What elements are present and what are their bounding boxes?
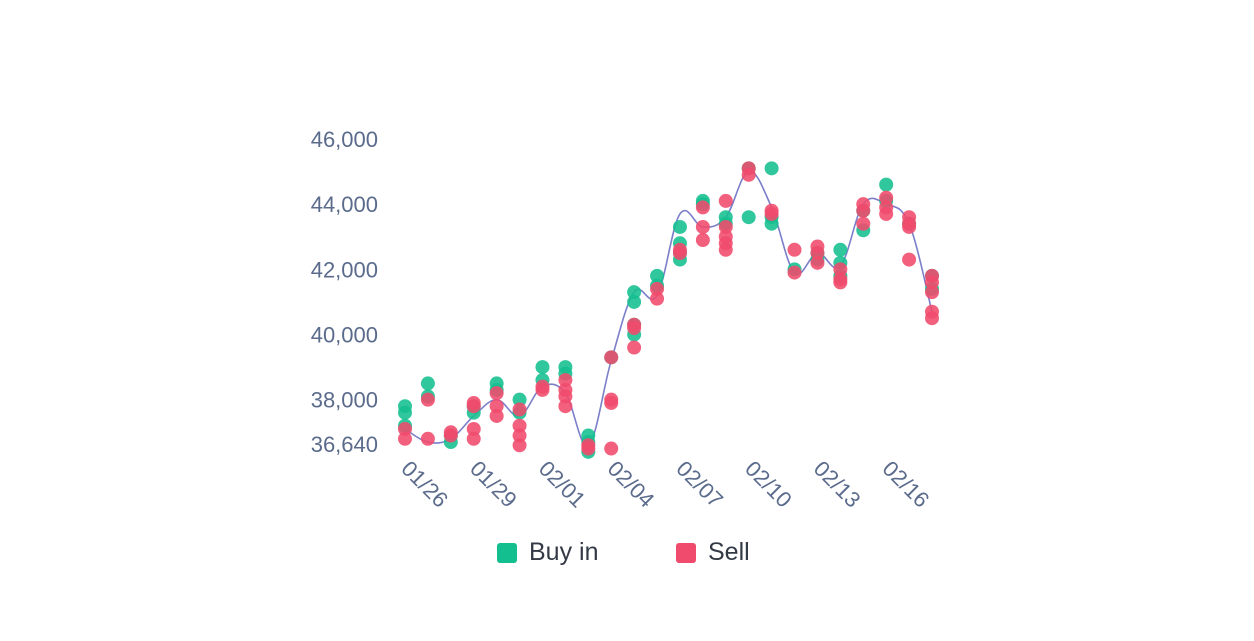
sell-point[interactable] bbox=[810, 255, 825, 270]
sell-point[interactable] bbox=[398, 431, 412, 446]
sell-point[interactable] bbox=[925, 311, 939, 326]
sell-point[interactable] bbox=[695, 233, 710, 248]
y-tick-label: 36,640 bbox=[311, 432, 378, 457]
sell-point[interactable] bbox=[650, 281, 665, 296]
sell-point[interactable] bbox=[489, 399, 504, 414]
sell-point[interactable] bbox=[787, 265, 802, 280]
buy-point[interactable] bbox=[741, 210, 756, 225]
legend-item-sell[interactable]: Sell bbox=[676, 538, 750, 567]
sell-point[interactable] bbox=[558, 399, 573, 414]
chart-legend: Buy in Sell bbox=[0, 538, 1254, 578]
sell-point[interactable] bbox=[512, 438, 527, 453]
buy-point[interactable] bbox=[627, 294, 642, 309]
sell-point[interactable] bbox=[787, 242, 802, 257]
sell-point[interactable] bbox=[489, 386, 504, 401]
buy-point[interactable] bbox=[672, 219, 687, 234]
sell-point[interactable] bbox=[627, 320, 642, 335]
x-tick-label: 02/16 bbox=[878, 456, 935, 513]
sell-point[interactable] bbox=[466, 422, 481, 437]
buy-point[interactable] bbox=[764, 161, 779, 176]
x-tick-label: 01/26 bbox=[396, 456, 453, 513]
trend-line bbox=[404, 170, 933, 447]
buy-point[interactable] bbox=[764, 216, 779, 231]
sell-point[interactable] bbox=[833, 275, 848, 290]
x-tick-label: 01/29 bbox=[465, 456, 522, 513]
sell-point[interactable] bbox=[420, 431, 435, 446]
sell-point[interactable] bbox=[466, 431, 481, 446]
buy-point[interactable] bbox=[535, 360, 550, 375]
buy-point[interactable] bbox=[581, 428, 596, 443]
buy-point[interactable] bbox=[833, 242, 848, 257]
sell-point[interactable] bbox=[627, 340, 642, 355]
sell-point[interactable] bbox=[879, 190, 894, 205]
buy-point[interactable] bbox=[650, 268, 665, 283]
y-tick-label: 40,000 bbox=[311, 323, 378, 348]
sell-point[interactable] bbox=[581, 441, 596, 456]
sell-point[interactable] bbox=[718, 193, 733, 208]
sell-point[interactable] bbox=[512, 402, 527, 417]
buy-point[interactable] bbox=[420, 376, 435, 391]
sell-point[interactable] bbox=[398, 422, 412, 437]
sell-point[interactable] bbox=[718, 219, 733, 234]
sell-point[interactable] bbox=[695, 219, 710, 234]
buy-swatch-icon bbox=[497, 542, 517, 563]
data-points bbox=[398, 161, 939, 459]
y-tick-label: 38,000 bbox=[311, 388, 378, 413]
sell-point[interactable] bbox=[695, 200, 710, 215]
y-tick-label: 46,000 bbox=[311, 127, 378, 152]
buy-point[interactable] bbox=[398, 405, 412, 420]
sell-point[interactable] bbox=[489, 408, 504, 423]
sell-point[interactable] bbox=[512, 418, 527, 433]
sell-point[interactable] bbox=[512, 428, 527, 443]
legend-label-sell: Sell bbox=[708, 538, 750, 566]
sell-point[interactable] bbox=[558, 389, 573, 404]
sell-point[interactable] bbox=[902, 219, 917, 234]
x-axis-ticks: 01/26 01/29 02/01 02/04 02/07 02/10 02/13 02/16 bbox=[396, 456, 934, 513]
y-tick-label: 42,000 bbox=[311, 257, 378, 282]
x-tick-label: 02/07 bbox=[671, 456, 728, 513]
sell-point[interactable] bbox=[650, 291, 665, 306]
sell-point[interactable] bbox=[764, 206, 779, 221]
buy-point[interactable] bbox=[512, 392, 527, 407]
sell-point[interactable] bbox=[672, 242, 687, 257]
x-tick-label: 02/04 bbox=[603, 456, 660, 513]
sell-point[interactable] bbox=[879, 206, 894, 221]
sell-point[interactable] bbox=[810, 246, 825, 261]
sell-point[interactable] bbox=[535, 382, 550, 397]
sell-point[interactable] bbox=[558, 373, 573, 388]
price-trend-line bbox=[404, 170, 933, 447]
buy-point[interactable] bbox=[879, 177, 894, 192]
sell-point[interactable] bbox=[925, 275, 939, 290]
sell-point[interactable] bbox=[856, 216, 871, 231]
sell-point[interactable] bbox=[902, 252, 917, 267]
sell-point[interactable] bbox=[741, 167, 756, 182]
sell-point[interactable] bbox=[420, 392, 435, 407]
sell-point[interactable] bbox=[466, 395, 481, 410]
legend-label-buy: Buy in bbox=[529, 538, 599, 566]
sell-point[interactable] bbox=[443, 425, 458, 440]
sell-point[interactable] bbox=[604, 395, 619, 410]
sell-point[interactable] bbox=[856, 203, 871, 218]
y-axis-ticks: 36,640 38,000 40,000 42,000 44,000 46,000 bbox=[311, 127, 378, 457]
sell-point[interactable] bbox=[604, 350, 619, 365]
sell-point[interactable] bbox=[833, 262, 848, 277]
y-tick-label: 44,000 bbox=[311, 192, 378, 217]
x-tick-label: 02/01 bbox=[534, 456, 591, 513]
x-tick-label: 02/10 bbox=[740, 456, 797, 513]
legend-item-buy[interactable]: Buy in bbox=[497, 538, 598, 567]
sell-swatch-icon bbox=[676, 542, 696, 563]
x-tick-label: 02/13 bbox=[809, 456, 866, 513]
sell-point[interactable] bbox=[925, 285, 939, 300]
sell-point[interactable] bbox=[604, 441, 619, 456]
sell-point[interactable] bbox=[718, 242, 733, 257]
buy-point[interactable] bbox=[627, 285, 642, 300]
